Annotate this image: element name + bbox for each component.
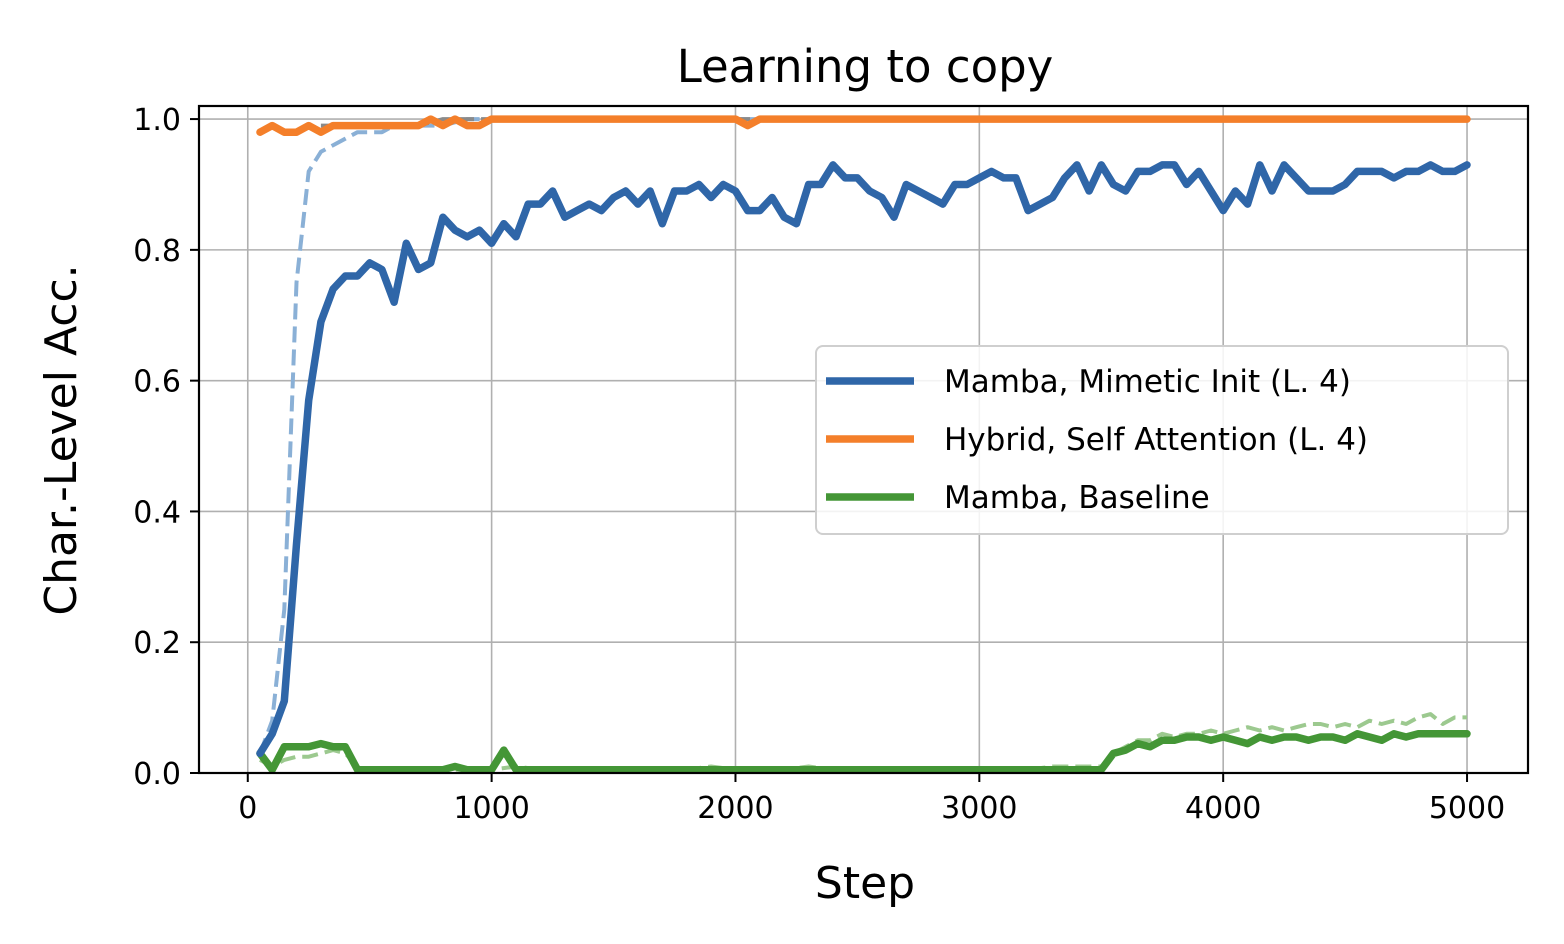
x-tick-label: 3000 xyxy=(941,791,1017,826)
series-line xyxy=(256,730,1471,774)
x-tick-label: 0 xyxy=(238,791,257,826)
y-tick-label: 0.6 xyxy=(133,365,181,400)
reference-series-line xyxy=(259,712,1467,772)
y-axis-title: Char.-Level Acc. xyxy=(36,264,87,615)
y-tick-label: 0.0 xyxy=(133,757,181,792)
legend-box xyxy=(815,345,1509,535)
x-axis-title: Step xyxy=(815,858,915,909)
series-line xyxy=(256,115,1471,136)
legend-label: Hybrid, Self Attention (L. 4) xyxy=(944,422,1368,458)
x-tick-label: 4000 xyxy=(1185,791,1261,826)
y-tick-label: 0.2 xyxy=(133,626,181,661)
legend-label: Mamba, Baseline xyxy=(944,480,1210,516)
series-lines xyxy=(256,115,1471,774)
y-tick-label: 1.0 xyxy=(133,103,181,138)
legend: Mamba, Mimetic Init (L. 4) Hybrid, Self A… xyxy=(815,345,1509,535)
x-tick-label: 2000 xyxy=(697,791,773,826)
x-tick-label: 1000 xyxy=(453,791,529,826)
legend-label: Mamba, Mimetic Init (L. 4) xyxy=(944,364,1351,400)
y-tick-label: 0.8 xyxy=(133,234,181,269)
x-tick-label: 5000 xyxy=(1429,791,1505,826)
plot-area-frame xyxy=(197,104,1530,775)
y-tick-label: 0.4 xyxy=(133,495,181,530)
series-line xyxy=(256,161,1471,758)
chart-title: Learning to copy xyxy=(677,40,1054,93)
axis-ticks: 0 1000 2000 3000 4000 5000 0.0 0.2 0.4 0.6 0.8 1.0 xyxy=(133,103,1505,826)
